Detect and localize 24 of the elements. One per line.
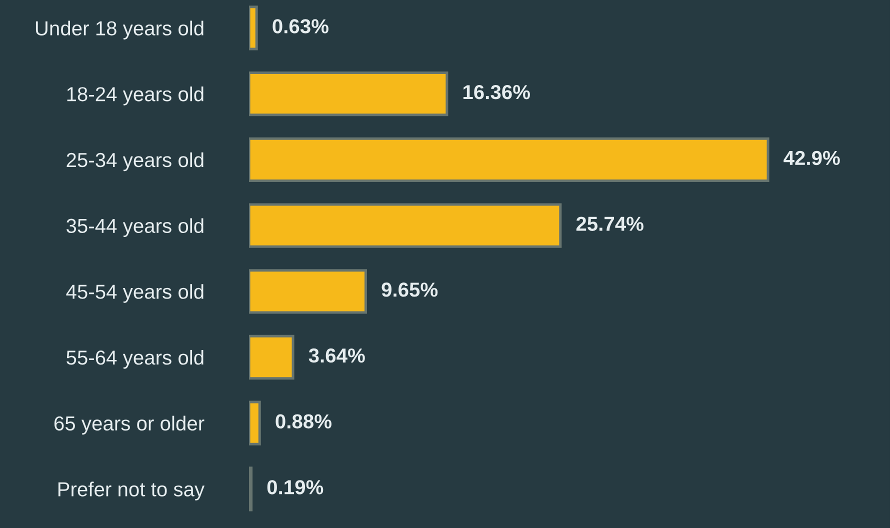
bar — [249, 137, 770, 182]
data-label: 3.64% — [308, 348, 365, 363]
y-tick-label: 35-44 years old — [66, 218, 204, 238]
y-tick-label: 18-24 years old — [67, 86, 204, 106]
y-tick-label: 55-64 years old — [66, 350, 204, 369]
bar — [249, 400, 261, 446]
bar — [249, 466, 253, 512]
data-label: 16.36% — [463, 84, 530, 100]
y-tick-label: Under 18 years old — [36, 20, 204, 40]
data-label: 0.63% — [272, 19, 328, 34]
y-tick-label: 65 years or older — [54, 416, 204, 435]
y-tick-label: 25-34 years old — [66, 152, 204, 172]
data-label: 0.19% — [267, 480, 324, 494]
data-label: 42.9% — [784, 150, 840, 166]
bar — [249, 72, 448, 116]
data-label: 9.65% — [382, 282, 438, 297]
bar — [249, 269, 367, 314]
bar — [249, 334, 294, 380]
bar — [249, 6, 258, 50]
data-label: 0.88% — [276, 414, 332, 429]
bar — [249, 203, 562, 248]
data-label: 25.74% — [576, 216, 644, 231]
y-tick-label: Prefer not to say — [58, 482, 205, 500]
y-tick-label: 45-54 years old — [66, 284, 204, 303]
